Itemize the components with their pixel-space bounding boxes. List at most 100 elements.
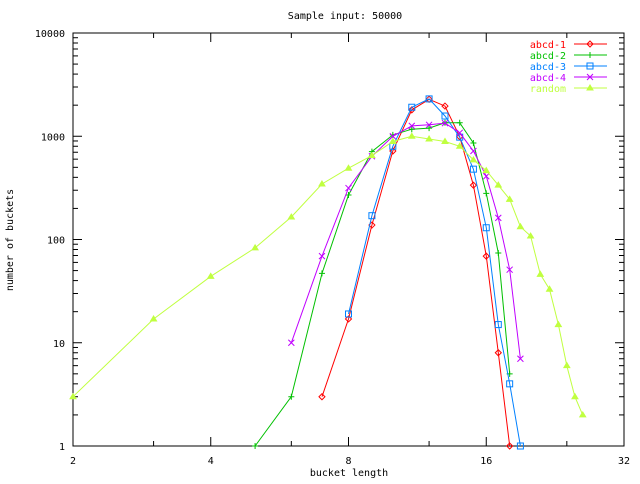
x-tick-label: 4 [208, 456, 214, 467]
series-line [290, 122, 521, 359]
x-tick-label: 2 [70, 456, 76, 467]
y-tick-label: 10 [53, 339, 65, 350]
cross-marker [287, 339, 295, 347]
triangle-marker [482, 166, 491, 174]
triangle-marker [554, 320, 563, 328]
series-random [69, 132, 587, 418]
plus-marker [495, 250, 502, 257]
plus-marker [470, 140, 477, 147]
cross-marker [456, 129, 464, 137]
cross-marker [441, 119, 449, 127]
triangle-marker [578, 410, 587, 418]
box-marker [469, 165, 477, 173]
triangle-marker [571, 392, 579, 400]
y-tick-label: 1000 [41, 132, 65, 143]
box-marker [482, 224, 490, 232]
diamond-marker [586, 40, 594, 48]
cross-marker [425, 121, 433, 129]
series-line [348, 98, 521, 447]
plus-marker [288, 393, 295, 400]
triangle-marker [494, 181, 503, 188]
triangle-marker [536, 270, 545, 277]
diamond-marker [318, 393, 326, 401]
cross-marker [506, 266, 514, 274]
triangle-marker [516, 222, 525, 230]
diamond-marker [441, 102, 449, 110]
box-marker [408, 103, 416, 111]
plus-marker [345, 191, 352, 198]
series-line [321, 98, 511, 447]
x-tick-label: 16 [480, 456, 492, 467]
y-axis-label: number of buckets [5, 189, 16, 291]
plus-marker [587, 52, 593, 58]
box-marker [441, 112, 449, 120]
box-marker [494, 321, 502, 329]
series-abcd-4 [287, 119, 524, 363]
axes: 1 10 100 1000 10000 2 4 8 16 32 [35, 29, 630, 467]
triangle-marker [562, 361, 571, 369]
triangle-marker [505, 195, 514, 202]
y-tick-label: 1 [59, 442, 65, 453]
series-line [72, 135, 584, 416]
series-line [254, 122, 511, 447]
cross-marker [318, 252, 326, 260]
plus-marker [426, 125, 433, 132]
plus-marker [318, 270, 325, 277]
box-marker [506, 380, 514, 388]
box-marker [586, 62, 594, 70]
series-abcd-1 [318, 95, 514, 450]
diamond-marker [368, 221, 376, 229]
box-marker [516, 442, 524, 450]
x-tick-label: 32 [618, 456, 630, 467]
y-tick-label: 100 [47, 236, 65, 247]
plus-marker [408, 126, 415, 133]
legend-label: random [530, 84, 566, 95]
diamond-marker [494, 349, 503, 357]
cross-marker [408, 122, 416, 130]
cross-marker [389, 132, 397, 140]
triangle-marker [149, 314, 158, 322]
cross-marker [586, 73, 594, 81]
chart-title: Sample input: 50000 [288, 11, 402, 22]
triangle-marker [287, 213, 296, 220]
box-marker [345, 310, 352, 318]
triangle-marker [388, 137, 397, 144]
triangle-marker [425, 135, 433, 142]
plus-marker [252, 443, 259, 449]
x-axis-label: bucket length [310, 468, 388, 479]
y-tick-label: 10000 [35, 29, 65, 40]
series-group [69, 95, 587, 450]
legend-label: abcd-1 [530, 40, 566, 51]
triangle-marker [586, 84, 594, 91]
triangle-marker [251, 243, 259, 251]
diamond-marker [505, 442, 514, 450]
plus-marker [483, 190, 490, 197]
triangle-marker [206, 272, 215, 279]
triangle-marker [441, 137, 449, 144]
triangle-marker [469, 155, 478, 163]
cross-marker [517, 355, 524, 363]
triangle-marker [69, 392, 77, 400]
diamond-marker [482, 252, 490, 260]
box-marker [368, 212, 376, 220]
triangle-marker [545, 285, 554, 292]
triangle-marker [407, 132, 416, 139]
cross-marker [470, 147, 477, 155]
legend-label: abcd-2 [530, 51, 566, 62]
cross-marker [494, 214, 502, 222]
triangle-marker [368, 151, 376, 159]
plus-marker [456, 119, 463, 126]
triangle-marker [526, 232, 535, 239]
series-abcd-3 [345, 95, 524, 450]
box-marker [425, 95, 433, 103]
legend-label: abcd-3 [530, 62, 566, 73]
triangle-marker [318, 179, 326, 187]
triangle-marker [344, 164, 353, 171]
x-tick-label: 8 [345, 456, 351, 467]
legend-label: abcd-4 [530, 73, 566, 84]
cross-marker [345, 184, 352, 192]
triangle-marker [455, 142, 464, 149]
cross-marker [482, 172, 490, 180]
